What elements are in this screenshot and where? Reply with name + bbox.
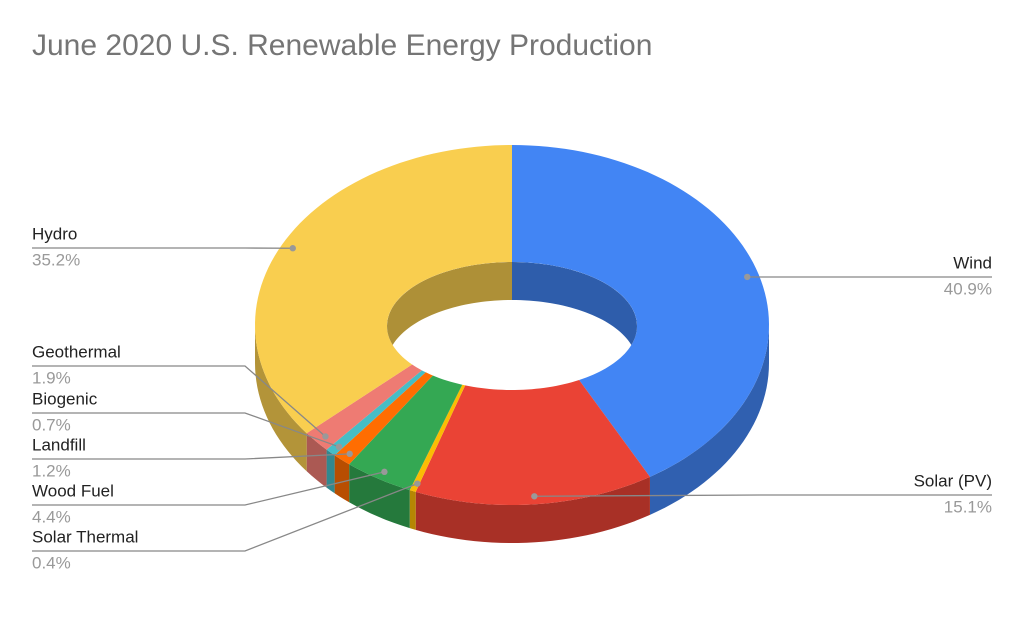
- leader-dot: [744, 273, 751, 281]
- slice: [409, 384, 466, 492]
- leader-dot: [335, 443, 343, 451]
- slice-value-label: 1.2%: [32, 461, 71, 480]
- slice: [512, 145, 769, 477]
- slice-inner-wall: [512, 262, 637, 364]
- slice-label: Biogenic: [32, 389, 98, 408]
- slice-label: Geothermal: [32, 342, 121, 361]
- slice: [349, 375, 463, 491]
- slice-value-label: 0.4%: [32, 553, 71, 572]
- slice-inner-wall: [387, 262, 512, 364]
- slice-value-label: 35.2%: [32, 250, 80, 269]
- slice-side: [334, 455, 350, 503]
- slice: [306, 364, 422, 450]
- slice-value-label: 4.4%: [32, 507, 71, 526]
- slice-side: [255, 325, 307, 472]
- leader-line: [32, 412, 340, 448]
- leader-dot: [531, 493, 538, 500]
- leader-dot: [414, 480, 421, 487]
- leader-dot: [381, 468, 388, 476]
- slice: [334, 372, 433, 465]
- leader-line: [32, 453, 350, 460]
- slice-side: [409, 490, 416, 530]
- leader-line: [32, 471, 385, 506]
- slice-label: Wood Fuel: [32, 481, 114, 500]
- slice: [255, 145, 512, 434]
- slice-label: Solar Thermal: [32, 527, 138, 546]
- leader-line: [534, 494, 992, 497]
- slice-label: Hydro: [32, 224, 77, 243]
- slice-label: Solar (PV): [914, 471, 992, 490]
- slice-value-label: 1.9%: [32, 368, 71, 387]
- slice-value-label: 0.7%: [32, 415, 71, 434]
- slice-side: [415, 476, 650, 543]
- slice-side: [349, 464, 410, 529]
- slice: [326, 370, 426, 456]
- slice-value-label: 15.1%: [944, 497, 992, 516]
- leader-line: [32, 365, 326, 437]
- chart-title: June 2020 U.S. Renewable Energy Producti…: [32, 29, 652, 62]
- slice-side: [326, 449, 335, 494]
- leader-dot: [346, 450, 353, 458]
- slice-label: Landfill: [32, 435, 86, 454]
- leader-dot: [322, 433, 329, 440]
- slice: [415, 380, 650, 505]
- slice-value-label: 40.9%: [944, 279, 992, 298]
- slice-label: Wind: [953, 253, 992, 272]
- slice-side: [306, 433, 327, 488]
- leader-line: [32, 483, 418, 552]
- slice-side: [649, 325, 769, 515]
- leader-dot: [289, 245, 296, 252]
